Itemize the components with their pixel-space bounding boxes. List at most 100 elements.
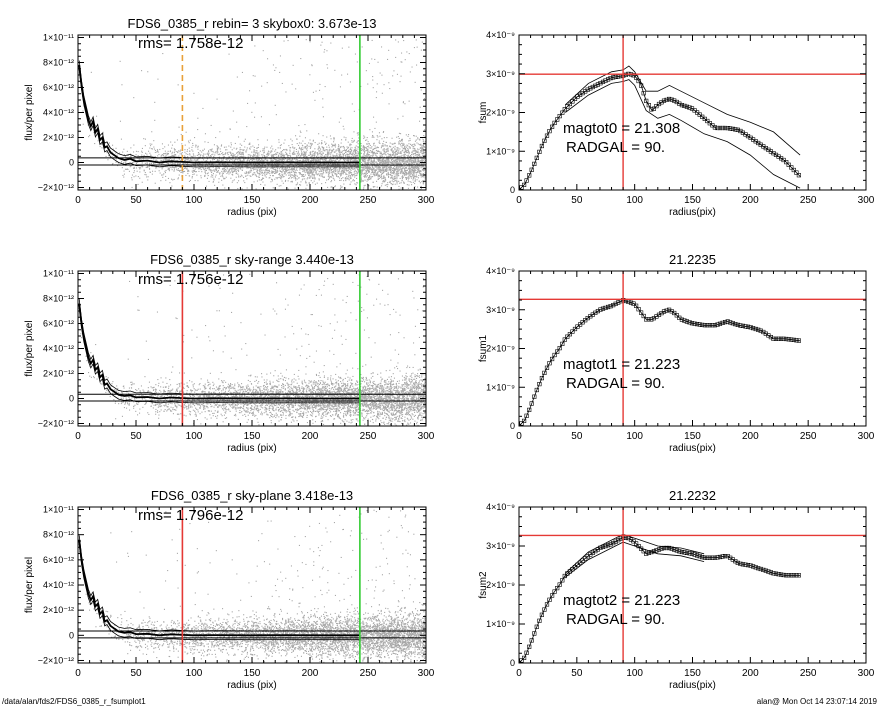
scatter-point [312,182,314,184]
scatter-point [263,149,265,151]
scatter-point [360,156,362,158]
scatter-point [315,169,317,171]
scatter-point [171,169,173,171]
scatter-point [345,156,347,158]
scatter-point [248,166,250,168]
scatter-point [323,150,325,152]
scatter-point [333,137,335,139]
scatter-point [172,159,174,161]
scatter-point [283,171,285,173]
scatter-point [251,158,253,160]
scatter-point [394,149,396,151]
scatter-point [394,168,396,170]
scatter-point [170,141,172,143]
scatter-point [216,170,218,172]
scatter-point [179,170,181,172]
scatter-point [208,156,210,158]
scatter-point [376,150,378,152]
scatter-point [367,149,369,151]
scatter-point [246,171,248,173]
scatter-point [331,165,333,167]
scatter-point [166,166,168,168]
scatter-point [374,186,376,188]
scatter-point [386,158,388,160]
scatter-point [333,158,335,160]
scatter-point [174,150,176,152]
scatter-point [240,149,242,151]
scatter-point [293,168,295,170]
scatter-point [313,153,315,155]
scatter-point [261,165,263,167]
scatter-point [221,144,223,146]
scatter-point [257,139,259,141]
scatter-point [408,153,410,155]
scatter-point [361,169,363,171]
scatter-point [193,92,195,94]
scatter-point [404,150,406,152]
scatter-point [405,177,407,179]
scatter-point [106,152,108,154]
scatter-point [323,147,325,149]
scatter-point [230,146,232,148]
scatter-point [368,156,370,158]
scatter-point [384,159,386,161]
scatter-point [364,156,366,158]
scatter-point [181,152,183,154]
scatter-point [249,142,251,144]
scatter-point [332,175,334,177]
scatter-point [312,139,314,141]
scatter-point [383,151,385,153]
scatter-point [171,161,173,163]
scatter-point [413,171,415,173]
scatter-point [266,173,268,175]
scatter-point [106,143,108,145]
scatter-point [357,169,359,171]
scatter-point [165,169,167,171]
scatter-point [402,176,404,178]
scatter-point [343,147,345,149]
scatter-point [416,155,418,157]
scatter-point [221,159,223,161]
scatter-point [216,171,218,173]
scatter-point [340,186,342,188]
scatter-point [251,155,253,157]
scatter-point [222,184,224,186]
scatter-point [258,176,260,178]
scatter-point [390,173,392,175]
scatter-point [235,148,237,150]
scatter-point [413,148,415,150]
scatter-point [386,137,388,139]
scatter-point [373,163,375,165]
scatter-point [282,182,284,184]
scatter-point [178,169,180,171]
scatter-point [306,147,308,149]
scatter-point [305,153,307,155]
scatter-point [347,150,349,152]
scatter-point [376,163,378,165]
scatter-point [410,143,412,145]
scatter-point [378,166,380,168]
scatter-point [321,153,323,155]
scatter-point [327,179,329,181]
scatter-point [362,155,364,157]
scatter-point [385,141,387,143]
scatter-point [270,181,272,183]
scatter-point [222,159,224,161]
scatter-point [295,184,297,186]
scatter-point [122,151,124,153]
scatter-point [414,167,416,169]
scatter-point [408,146,410,148]
scatter-point [192,153,194,155]
scatter-point [268,153,270,155]
scatter-point [276,151,278,153]
scatter-point [369,144,371,146]
scatter-point [356,161,358,163]
scatter-point [300,131,302,133]
scatter-point [404,169,406,171]
scatter-point [421,181,423,183]
scatter-point [253,146,255,148]
scatter-point [302,165,304,167]
scatter-point [132,158,134,160]
scatter-point [401,170,403,172]
scatter-point [393,143,395,145]
